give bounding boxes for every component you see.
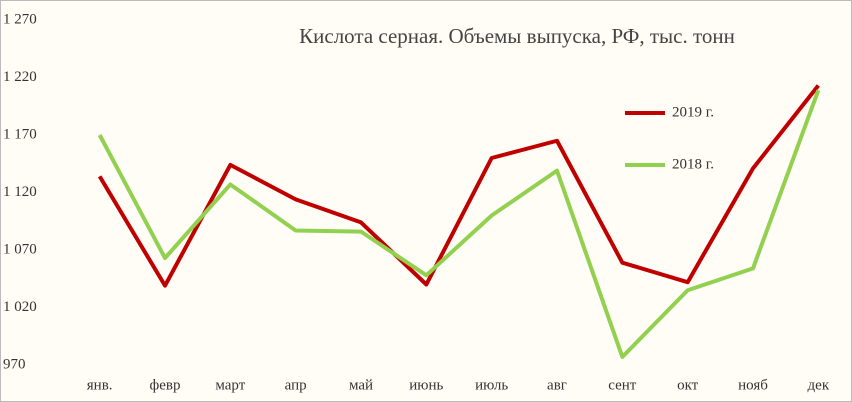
x-tick-label: март [215, 377, 245, 393]
y-tick-label: 970 [3, 356, 26, 372]
x-tick-label: нояб [738, 377, 768, 393]
y-tick-label: 1 020 [3, 299, 37, 315]
legend-label: 2019 г. [672, 104, 714, 120]
x-tick-label: авг [547, 377, 567, 393]
x-tick-label: май [349, 377, 373, 393]
y-tick-label: 1 120 [3, 184, 37, 200]
x-tick-label: янв. [87, 377, 113, 393]
y-tick-label: 1 270 [3, 11, 37, 27]
x-tick-label: окт [677, 377, 699, 393]
y-tick-label: 1 070 [3, 241, 37, 257]
y-tick-label: 1 170 [3, 126, 37, 142]
x-tick-label: сент [608, 377, 637, 393]
y-tick-label: 1 220 [3, 69, 37, 85]
line-series [97, 84, 820, 288]
x-tick-label: апр [285, 377, 307, 393]
legend-label: 2018 г. [672, 156, 714, 172]
x-tick-label: февр [150, 377, 181, 393]
chart-title: Кислота серная. Объемы выпуска, РФ, тыс.… [299, 24, 735, 48]
x-tick-label: июль [475, 377, 508, 393]
x-tick-label: июнь [409, 377, 443, 393]
line-series [97, 89, 821, 359]
x-tick-label: дек [808, 377, 830, 393]
